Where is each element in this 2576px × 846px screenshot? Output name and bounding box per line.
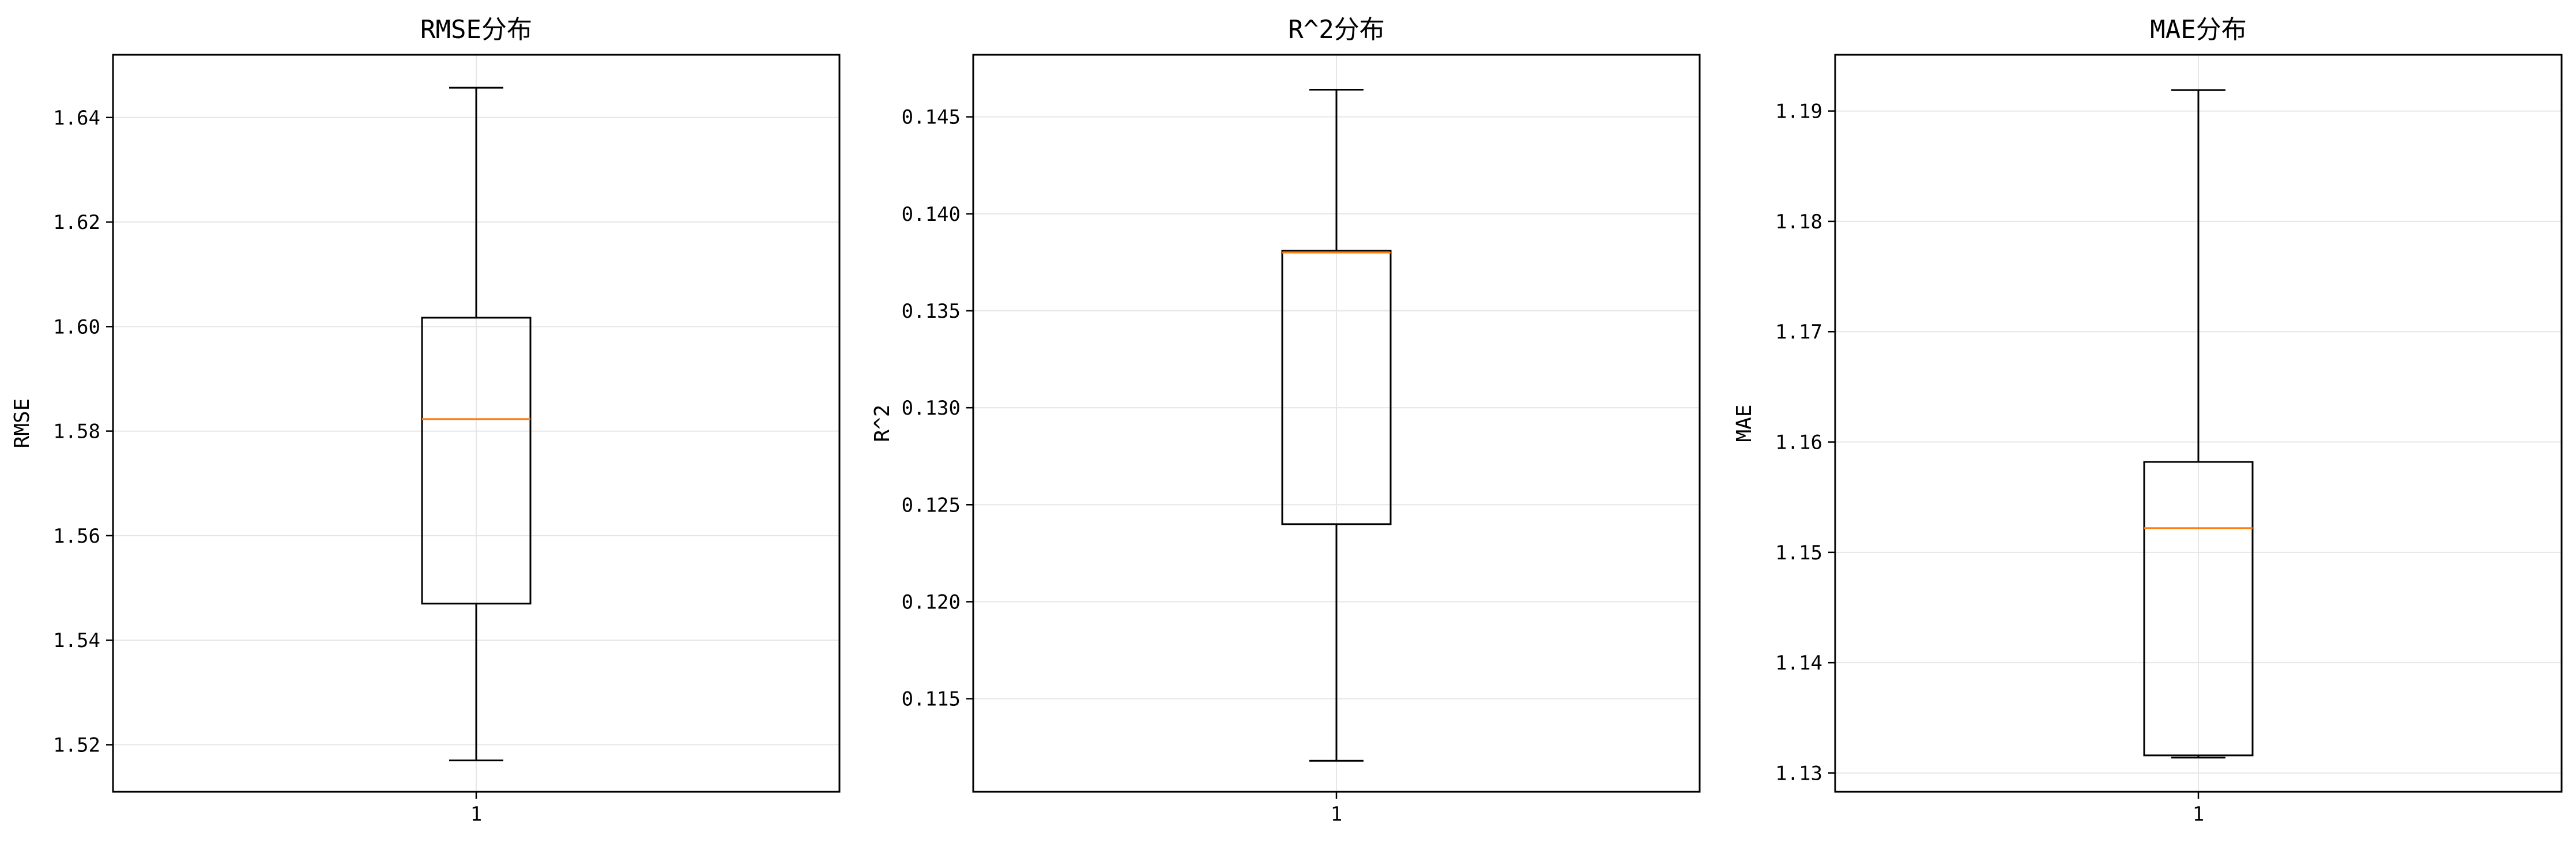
y-tick-label: 0.125 — [902, 494, 961, 517]
y-tick-label: 1.16 — [1775, 431, 1822, 454]
y-tick-label: 1.56 — [53, 525, 100, 548]
y-tick-label: 1.62 — [53, 211, 100, 234]
x-tick-label: 1 — [470, 803, 482, 826]
y-tick-label: 1.54 — [53, 629, 100, 652]
y-tick-label: 1.19 — [1775, 100, 1822, 123]
chart-title: RMSE分布 — [420, 15, 532, 44]
chart-panel-1: 1.52 1.54 1.56 1.58 1.60 1.62 1.64 1 RMSE分布 RMSE — [10, 15, 841, 826]
y-tick-label: 1.17 — [1775, 321, 1822, 344]
box-iqr — [2143, 461, 2254, 757]
y-tick-label: 1.15 — [1775, 542, 1822, 565]
x-tick-label: 1 — [2193, 803, 2204, 826]
y-tick-label: 1.58 — [53, 420, 100, 443]
chart-title: MAE分布 — [2150, 15, 2246, 44]
chart-panel-2: 0.115 0.120 0.125 0.130 0.135 0.140 0.145 1 R^2分… — [871, 15, 1701, 826]
y-tick-label: 1.64 — [53, 107, 100, 130]
box-iqr — [421, 317, 532, 605]
y-axis-label: R^2 — [871, 404, 894, 442]
y-tick-label: 0.145 — [902, 106, 961, 129]
y-axis-label: RMSE — [10, 398, 34, 449]
y-tick-label: 1.14 — [1775, 652, 1822, 675]
box-iqr — [1281, 250, 1392, 525]
y-tick-label: 0.135 — [902, 300, 961, 323]
y-tick-label: 1.52 — [53, 734, 100, 757]
y-tick-label: 1.13 — [1775, 762, 1822, 785]
y-axis-label: MAE — [1733, 404, 1756, 442]
y-tick-label: 1.18 — [1775, 210, 1822, 234]
y-tick-label: 0.140 — [902, 203, 961, 226]
chart-title: R^2分布 — [1288, 15, 1384, 44]
y-tick-label: 0.130 — [902, 397, 961, 420]
y-tick-label: 0.120 — [902, 591, 961, 614]
x-tick-label: 1 — [1331, 803, 1342, 826]
y-tick-label: 0.115 — [902, 688, 961, 711]
chart-panel-3: 1.13 1.14 1.15 1.16 1.17 1.18 1.19 1 MAE分布 MAE — [1733, 15, 2563, 826]
y-tick-label: 1.60 — [53, 315, 100, 339]
